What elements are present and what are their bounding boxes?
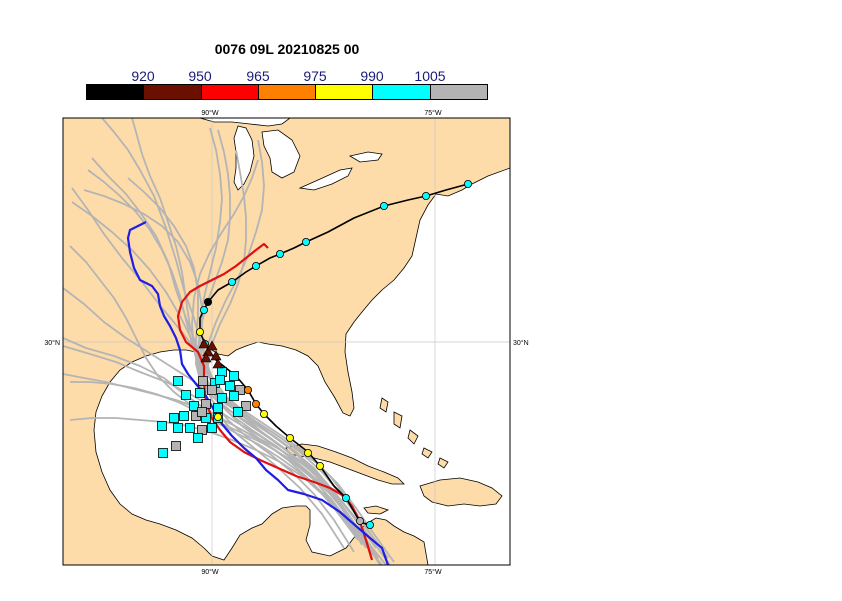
track-circle-marker [315, 461, 324, 470]
colorbar-labels: 920 950 965 975 990 1005 [0, 68, 842, 84]
genesis-square-marker [173, 423, 183, 433]
track-circle-marker [285, 433, 294, 442]
right-tick-label: 30°N [513, 339, 529, 347]
track-circle-marker [365, 521, 374, 530]
lake-michigan [233, 125, 255, 191]
genesis-square-marker [225, 381, 235, 391]
best-track-markers [195, 179, 472, 530]
track-circle-marker [195, 327, 204, 336]
track-circle-marker [303, 448, 312, 457]
genesis-square-marker [233, 407, 243, 417]
genesis-square-marker [189, 401, 199, 411]
genesis-square-marker [213, 403, 223, 413]
genesis-square-marker [173, 376, 183, 386]
genesis-square-marker [157, 421, 167, 431]
pressure-colorbar [86, 84, 488, 100]
genesis-square-marker [158, 448, 168, 458]
bottom-tick-label: 75°W [424, 568, 442, 576]
colorbar-segment [144, 85, 202, 99]
map-frame [62, 117, 511, 566]
track-circle-marker [275, 249, 284, 258]
track-circle-marker [251, 399, 260, 408]
colorbar-segment [201, 85, 259, 99]
track-circle-marker [355, 517, 364, 526]
landfall-triangle-marker [212, 358, 224, 369]
landfall-triangle-marker [198, 338, 210, 349]
track-circle-marker [421, 191, 430, 200]
genesis-square-marker [185, 423, 195, 433]
top-tick-label: 90°W [201, 109, 219, 117]
jamaica [363, 505, 390, 515]
colorbar-segment [373, 85, 431, 99]
track-circle-marker [199, 305, 208, 314]
lake-erie [298, 167, 353, 191]
track-circle-marker [243, 385, 252, 394]
track-circle-marker [213, 412, 222, 421]
landfall-triangle-marker [206, 340, 218, 351]
hispaniola [419, 477, 503, 507]
blue-forecast-track [126, 221, 390, 565]
genesis-square-marker [195, 388, 205, 398]
map-title: 0076 09L 20210825 00 [214, 41, 360, 57]
colorbar-label: 1005 [414, 68, 446, 84]
colorbar-label: 965 [246, 68, 270, 84]
genesis-square-marker [197, 407, 207, 417]
colorbar-segment [258, 85, 317, 99]
genesis-square-marker [171, 441, 181, 451]
genesis-square-marker [207, 423, 217, 433]
genesis-square-marker [241, 401, 251, 411]
left-tick-label: 30°N [44, 339, 60, 347]
top-tick-label: 75°W [424, 109, 442, 117]
track-circle-marker [203, 297, 212, 306]
best-track-line [199, 183, 469, 526]
track-circle-marker [379, 201, 388, 210]
track-circle-marker [301, 237, 310, 246]
genesis-square-marker [229, 371, 239, 381]
colorbar-label: 975 [303, 68, 327, 84]
track-circle-marker [251, 261, 260, 270]
landfall-triangle-marker [210, 350, 222, 361]
lake-ontario [348, 151, 383, 163]
bahamas [379, 397, 449, 469]
genesis-markers [157, 367, 251, 458]
colorbar-label: 950 [188, 68, 212, 84]
genesis-square-marker [207, 385, 217, 395]
genesis-square-marker [217, 393, 227, 403]
genesis-square-marker [169, 413, 179, 423]
landfall-markers [198, 338, 224, 369]
track-circle-marker [341, 493, 350, 502]
bottom-tick-label: 90°W [201, 568, 219, 576]
colorbar-segment [430, 85, 487, 99]
landfall-triangle-marker [200, 352, 212, 363]
track-circle-marker [463, 179, 472, 188]
genesis-square-marker [181, 390, 191, 400]
colorbar-label: 990 [360, 68, 384, 84]
genesis-square-marker [198, 376, 208, 386]
track-circle-marker [227, 277, 236, 286]
genesis-square-marker [215, 375, 225, 385]
colorbar-label: 920 [131, 68, 155, 84]
genesis-square-marker [229, 391, 239, 401]
genesis-square-marker [193, 433, 203, 443]
genesis-square-marker [179, 411, 189, 421]
colorbar-segment [87, 85, 145, 99]
lake-huron [261, 129, 301, 179]
track-circle-marker [259, 409, 268, 418]
colorbar-segment [316, 85, 374, 99]
lake-superior [199, 118, 291, 127]
